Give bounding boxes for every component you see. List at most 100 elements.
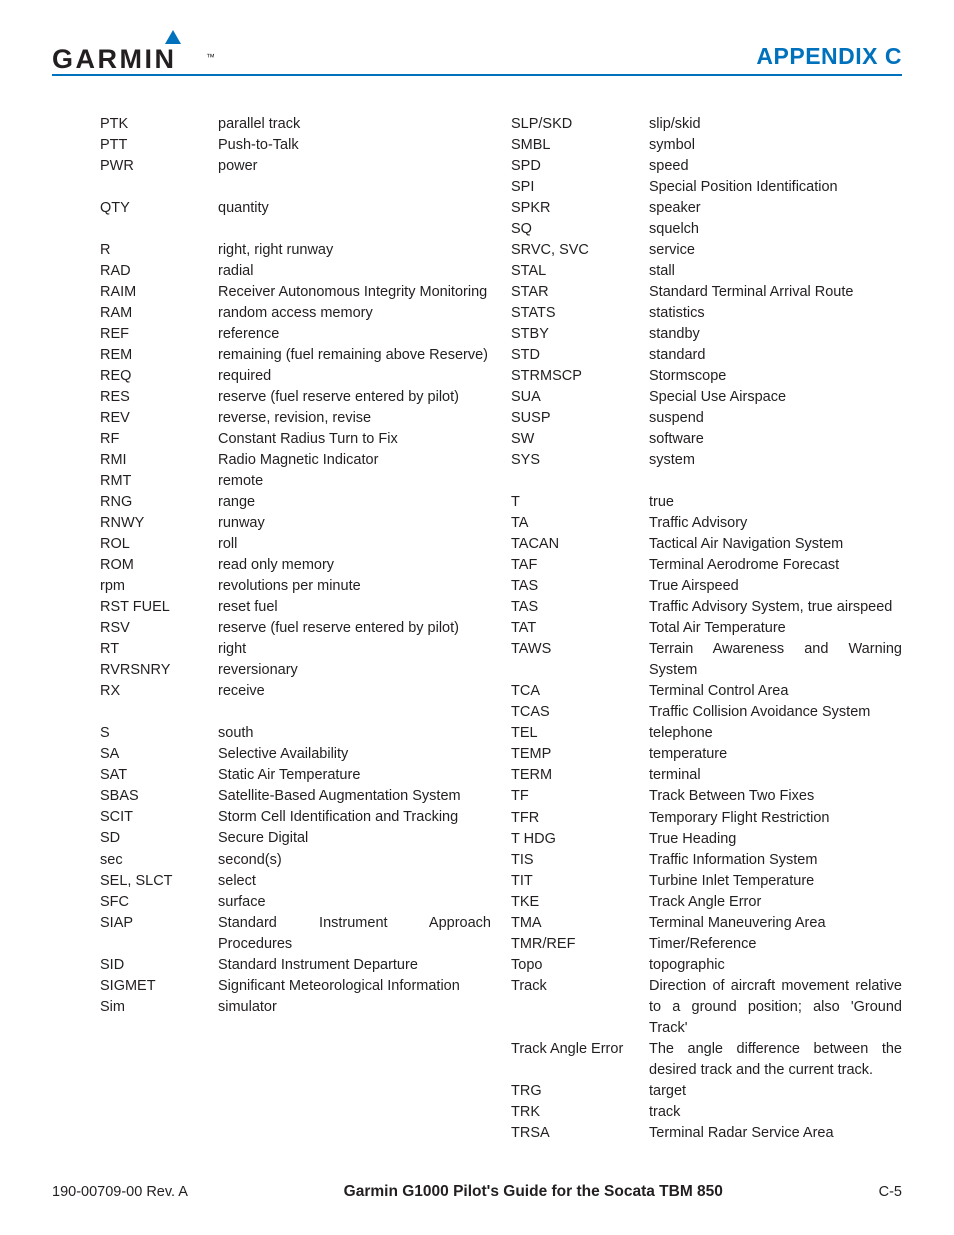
definition: reserve (fuel reserve entered by pilot) xyxy=(218,618,491,639)
definition: Satellite-Based Augmentation System xyxy=(218,786,491,807)
abbreviation: REQ xyxy=(100,366,218,387)
definition: simulator xyxy=(218,997,491,1018)
definition: squelch xyxy=(649,219,902,240)
glossary-entry: TEMPtemperature xyxy=(511,744,902,765)
glossary-entry: SQsquelch xyxy=(511,219,902,240)
abbreviation: Track Angle Error xyxy=(511,1039,649,1060)
abbreviation: SUSP xyxy=(511,408,649,429)
glossary-entry: TACANTactical Air Navigation System xyxy=(511,534,902,555)
glossary-entry: TFRTemporary Flight Restriction xyxy=(511,808,902,829)
abbreviation: TIT xyxy=(511,871,649,892)
svg-text:™: ™ xyxy=(206,52,214,62)
definition: quantity xyxy=(218,198,491,219)
abbreviation: RSV xyxy=(100,618,218,639)
abbreviation: SA xyxy=(100,744,218,765)
definition: Terminal Aerodrome Forecast xyxy=(649,555,902,576)
abbreviation: TERM xyxy=(511,765,649,786)
definition: standard xyxy=(649,345,902,366)
definition: Receiver Autonomous Integrity Monitoring xyxy=(218,282,491,303)
abbreviation: TRSA xyxy=(511,1123,649,1144)
abbreviation: T xyxy=(511,492,649,513)
abbreviation: RF xyxy=(100,429,218,450)
definition: reserve (fuel reserve entered by pilot) xyxy=(218,387,491,408)
definition: random access memory xyxy=(218,303,491,324)
definition: Static Air Temperature xyxy=(218,765,491,786)
abbreviation: rpm xyxy=(100,576,218,597)
definition: Terminal Control Area xyxy=(649,681,902,702)
abbreviation: TRK xyxy=(511,1102,649,1123)
abbreviation: TEL xyxy=(511,723,649,744)
abbreviation: TCA xyxy=(511,681,649,702)
glossary-entry: Rright, right runway xyxy=(100,240,491,261)
definition: track xyxy=(649,1102,902,1123)
abbreviation: RST FUEL xyxy=(100,597,218,618)
abbreviation: RAD xyxy=(100,261,218,282)
logo-text: GARMIN xyxy=(52,44,177,72)
footer-docnum: 190-00709-00 Rev. A xyxy=(52,1184,188,1200)
abbreviation: STBY xyxy=(511,324,649,345)
abbreviation: Sim xyxy=(100,997,218,1018)
footer-title: Garmin G1000 Pilot's Guide for the Socat… xyxy=(344,1183,723,1201)
definition: Selective Availability xyxy=(218,744,491,765)
abbreviation: S xyxy=(100,723,218,744)
definition: Total Air Temperature xyxy=(649,618,902,639)
definition: symbol xyxy=(649,135,902,156)
definition: read only memory xyxy=(218,555,491,576)
abbreviation: TMA xyxy=(511,913,649,934)
glossary-entry: SCITStorm Cell Identification and Tracki… xyxy=(100,807,491,828)
abbreviation: SCIT xyxy=(100,807,218,828)
garmin-logo: GARMIN ™ xyxy=(52,30,214,72)
definition: required xyxy=(218,366,491,387)
definition: Significant Meteorological Information xyxy=(218,976,491,997)
glossary-entry: STALstall xyxy=(511,261,902,282)
abbreviation: SBAS xyxy=(100,786,218,807)
definition: True Airspeed xyxy=(649,576,902,597)
definition: range xyxy=(218,492,491,513)
glossary-entry: STARStandard Terminal Arrival Route xyxy=(511,282,902,303)
glossary-entry: SWsoftware xyxy=(511,429,902,450)
glossary-entry: SDSecure Digital xyxy=(100,828,491,849)
abbreviation: RVRSNRY xyxy=(100,660,218,681)
definition: software xyxy=(649,429,902,450)
abbreviation: SQ xyxy=(511,219,649,240)
abbreviation: QTY xyxy=(100,198,218,219)
glossary-entry: REQrequired xyxy=(100,366,491,387)
glossary-entry: REVreverse, revision, revise xyxy=(100,408,491,429)
definition: statistics xyxy=(649,303,902,324)
glossary-entry: PTTPush-to-Talk xyxy=(100,135,491,156)
glossary-entry: RVRSNRYreversionary xyxy=(100,660,491,681)
definition: terminal xyxy=(649,765,902,786)
glossary-entry: SPKRspeaker xyxy=(511,198,902,219)
abbreviation: RMI xyxy=(100,450,218,471)
abbreviation: PTK xyxy=(100,114,218,135)
definition: Temporary Flight Restriction xyxy=(649,808,902,829)
glossary-entry: T HDGTrue Heading xyxy=(511,829,902,850)
definition: radial xyxy=(218,261,491,282)
abbreviation: TAS xyxy=(511,597,649,618)
glossary-entry: TrackDirection of aircraft movement rela… xyxy=(511,976,902,1039)
abbreviation: SLP/SKD xyxy=(511,114,649,135)
glossary-entry: SYSsystem xyxy=(511,450,902,471)
definition: Track Angle Error xyxy=(649,892,902,913)
glossary-entry: PWRpower xyxy=(100,156,491,177)
glossary-entry: SASelective Availability xyxy=(100,744,491,765)
glossary-entry: ROMread only memory xyxy=(100,555,491,576)
glossary-entry: Topotopographic xyxy=(511,955,902,976)
abbreviation: RES xyxy=(100,387,218,408)
glossary-entry: SUSPsuspend xyxy=(511,408,902,429)
glossary-columns: PTKparallel trackPTTPush-to-TalkPWRpower… xyxy=(52,114,902,1144)
glossary-entry: TCASTraffic Collision Avoidance System xyxy=(511,702,902,723)
abbreviation: SPI xyxy=(511,177,649,198)
definition: Storm Cell Identification and Tracking xyxy=(218,807,491,828)
glossary-entry: TATraffic Advisory xyxy=(511,513,902,534)
abbreviation: TACAN xyxy=(511,534,649,555)
glossary-entry: STATSstatistics xyxy=(511,303,902,324)
glossary-entry: STBYstandby xyxy=(511,324,902,345)
blank-line xyxy=(100,702,491,723)
glossary-entry: Ssouth xyxy=(100,723,491,744)
definition: standby xyxy=(649,324,902,345)
abbreviation: Track xyxy=(511,976,649,997)
definition: Traffic Advisory System, true airspeed xyxy=(649,597,902,618)
glossary-entry: TISTraffic Information System xyxy=(511,850,902,871)
glossary-entry: Ttrue xyxy=(511,492,902,513)
